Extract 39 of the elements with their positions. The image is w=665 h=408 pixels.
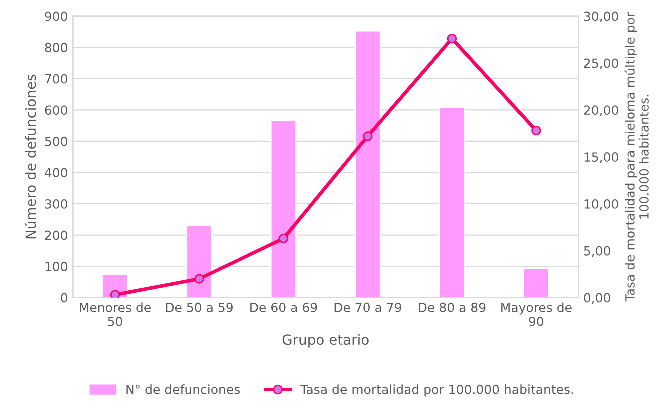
bar bbox=[438, 106, 466, 298]
y-tick-label: 0 bbox=[61, 293, 68, 303]
y2-axis-title: Tasa de mortalidad para mieloma múltiple por 100.000 habitantes. bbox=[624, 12, 649, 302]
bar bbox=[354, 30, 382, 298]
y2-tick-label: 5,00 bbox=[584, 246, 610, 258]
point bbox=[194, 274, 204, 284]
y-tick-label: 500 bbox=[45, 136, 68, 146]
point bbox=[278, 234, 289, 244]
x-tick-label: Mayores de 90 bbox=[502, 302, 572, 326]
x-tick-label: De 60 a 69 bbox=[250, 302, 318, 312]
point bbox=[363, 132, 373, 142]
legend-label: N° de defunciones bbox=[126, 384, 240, 394]
x-tick-label: Menores de 50 bbox=[80, 302, 151, 326]
y2-tick-label: 0,00 bbox=[584, 293, 610, 304]
y2-tick-label: 15,00 bbox=[584, 152, 618, 164]
y-tick-label: 900 bbox=[45, 12, 68, 22]
y-tick-label: 300 bbox=[45, 199, 68, 209]
y-tick-label: 600 bbox=[45, 106, 68, 116]
x-tick-label: De 80 a 89 bbox=[419, 302, 486, 312]
y2-tick-label: 30,00 bbox=[584, 12, 618, 23]
bar bbox=[270, 120, 298, 298]
point bbox=[532, 126, 542, 136]
y-tick-label: 800 bbox=[45, 43, 68, 53]
y2-tick-label: 10,00 bbox=[584, 199, 618, 210]
y-tick-label: 400 bbox=[45, 168, 68, 178]
point bbox=[447, 34, 458, 44]
x-tick-label: De 50 a 59 bbox=[166, 302, 233, 312]
y2-tick-label: 20,00 bbox=[584, 106, 618, 116]
legend-label: Tasa de mortalidad por 100.000 habitantes. bbox=[300, 384, 574, 397]
y-tick-label: 700 bbox=[45, 74, 68, 84]
y-axis-title: Número de defunciones bbox=[24, 74, 36, 239]
x-tick-label: De 70 a 79 bbox=[334, 302, 402, 312]
point bbox=[110, 290, 120, 298]
y-tick-label: 200 bbox=[45, 230, 68, 240]
y2-tick-label: 25,00 bbox=[584, 58, 618, 70]
bar bbox=[186, 224, 213, 298]
x-axis-title: Grupo etario bbox=[282, 334, 369, 348]
bar bbox=[523, 268, 550, 298]
y-tick-label: 100 bbox=[46, 262, 68, 272]
